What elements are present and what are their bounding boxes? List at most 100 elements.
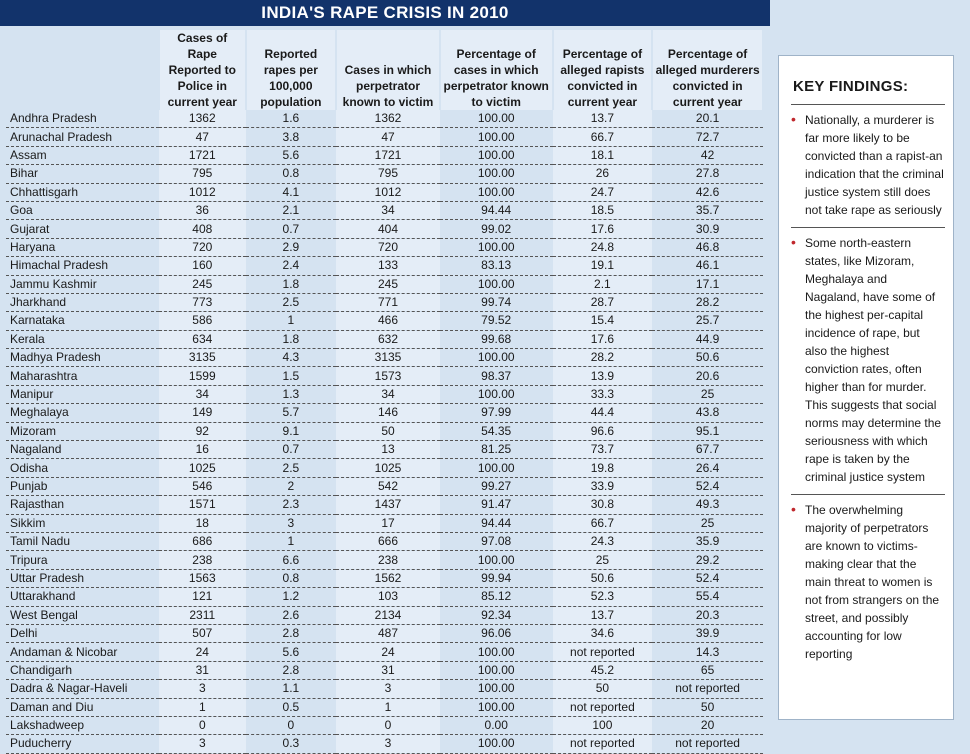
cell: 96.6 — [552, 422, 653, 442]
cell: 19.8 — [552, 458, 653, 478]
cell: 20.6 — [652, 366, 763, 386]
cell: 50 — [652, 698, 763, 717]
cell: 42 — [652, 146, 763, 166]
cell: 1721 — [336, 146, 440, 166]
cell: 0.3 — [245, 734, 337, 754]
row-label: Andhra Pradesh — [6, 110, 159, 129]
cell: 3 — [336, 734, 440, 754]
cell: 25 — [652, 385, 763, 405]
cell: 238 — [159, 550, 246, 570]
cell: 31 — [336, 661, 440, 681]
row-label: Rajasthan — [6, 495, 159, 515]
cell: 98.37 — [439, 366, 553, 386]
cell: 73.7 — [552, 440, 653, 460]
row-label: Andaman & Nicobar — [6, 642, 159, 662]
cell: 27.8 — [652, 164, 763, 184]
cell: not reported — [652, 679, 763, 699]
cell: 47 — [159, 127, 246, 147]
row-label: Uttar Pradesh — [6, 569, 159, 589]
table-row: Daman and Diu 1 0.5 1 100.00 not reported 50 — [6, 698, 763, 717]
cell: 96.06 — [439, 624, 553, 644]
cell: 2.9 — [245, 238, 337, 258]
row-label: Tripura — [6, 550, 159, 570]
cell: 28.2 — [552, 348, 653, 368]
cell: 99.68 — [439, 330, 553, 350]
row-label: Arunachal Pradesh — [6, 127, 159, 147]
cell: 35.9 — [652, 532, 763, 552]
cell: 81.25 — [439, 440, 553, 460]
cell: 24.8 — [552, 238, 653, 258]
cell: 2.5 — [245, 293, 337, 313]
cell: 55.4 — [652, 587, 763, 607]
cell: 43.8 — [652, 403, 763, 423]
cell: 34 — [336, 385, 440, 405]
column-header: Cases in which perpetrator known to vict… — [336, 30, 441, 110]
table-row: Manipur 34 1.3 34 100.00 33.3 25 — [6, 385, 763, 405]
table-row: Goa 36 2.1 34 94.44 18.5 35.7 — [6, 201, 763, 221]
cell: 29.2 — [652, 550, 763, 570]
cell: 97.08 — [439, 532, 553, 552]
row-label: Jammu Kashmir — [6, 275, 159, 294]
cell: 49.3 — [652, 495, 763, 515]
cell: 72.7 — [652, 127, 763, 147]
cell: 18 — [159, 514, 246, 533]
cell: 487 — [336, 624, 440, 644]
finding: The overwhelming majority of perpetrator… — [791, 494, 945, 671]
cell: 1437 — [336, 495, 440, 515]
table-row: Arunachal Pradesh 47 3.8 47 100.00 66.7 72.7 — [6, 127, 763, 147]
cell: 99.74 — [439, 293, 553, 313]
cell: 121 — [159, 587, 246, 607]
cell: 1362 — [336, 110, 440, 129]
column-header: Percentage of alleged rapists convicted … — [552, 30, 654, 110]
cell: 466 — [336, 311, 440, 331]
cell: 24 — [336, 642, 440, 662]
row-label: Lakshadweep — [6, 716, 159, 736]
table-row: Kerala 634 1.8 632 99.68 17.6 44.9 — [6, 330, 763, 350]
table-row: Andaman & Nicobar 24 5.6 24 100.00 not report… — [6, 642, 763, 662]
row-label: Odisha — [6, 458, 159, 478]
cell: 0.8 — [245, 164, 337, 184]
cell: 92.34 — [439, 606, 553, 625]
table-row: Jammu Kashmir 245 1.8 245 100.00 2.1 17.1 — [6, 275, 763, 294]
cell: 44.4 — [552, 403, 653, 423]
row-label: Assam — [6, 146, 159, 166]
cell: 4.1 — [245, 183, 337, 202]
cell: 2.4 — [245, 256, 337, 276]
cell: 100.00 — [439, 146, 553, 166]
cell: 1 — [245, 532, 337, 552]
row-label: Puducherry — [6, 734, 159, 754]
finding: Nationally, a murderer is far more likel… — [791, 104, 945, 227]
cell: 26.4 — [652, 458, 763, 478]
table-row: Delhi 507 2.8 487 96.06 34.6 39.9 — [6, 624, 763, 644]
cell: 3 — [159, 734, 246, 754]
table-row: Puducherry 3 0.3 3 100.00 not reported not rep… — [6, 734, 763, 754]
cell: 408 — [159, 219, 246, 239]
cell: 245 — [159, 275, 246, 294]
cell: 50 — [336, 422, 440, 442]
table-row: Sikkim 18 3 17 94.44 66.7 25 — [6, 514, 763, 533]
cell: 33.3 — [552, 385, 653, 405]
cell: 16 — [159, 440, 246, 460]
cell: 0.00 — [439, 716, 553, 736]
cell: 100.00 — [439, 275, 553, 294]
table-row: Mizoram 92 9.1 50 54.35 96.6 95.1 — [6, 422, 763, 442]
cell: 9.1 — [245, 422, 337, 442]
cell: 0.8 — [245, 569, 337, 589]
cell: 1721 — [159, 146, 246, 166]
cell: 5.6 — [245, 146, 337, 166]
table-row: Uttarakhand 121 1.2 103 85.12 52.3 55.4 — [6, 587, 763, 607]
cell: 31 — [159, 661, 246, 681]
cell: 67.7 — [652, 440, 763, 460]
cell: 1 — [336, 698, 440, 717]
column-header — [6, 30, 160, 110]
cell: 25 — [552, 550, 653, 570]
cell: 100.00 — [439, 679, 553, 699]
cell: 1362 — [159, 110, 246, 129]
cell: 100.00 — [439, 110, 553, 129]
row-label: Uttarakhand — [6, 587, 159, 607]
table-row: Rajasthan 1571 2.3 1437 91.47 30.8 49.3 — [6, 495, 763, 515]
cell: 103 — [336, 587, 440, 607]
cell: 795 — [159, 164, 246, 184]
cell: 18.1 — [552, 146, 653, 166]
cell: 34 — [159, 385, 246, 405]
